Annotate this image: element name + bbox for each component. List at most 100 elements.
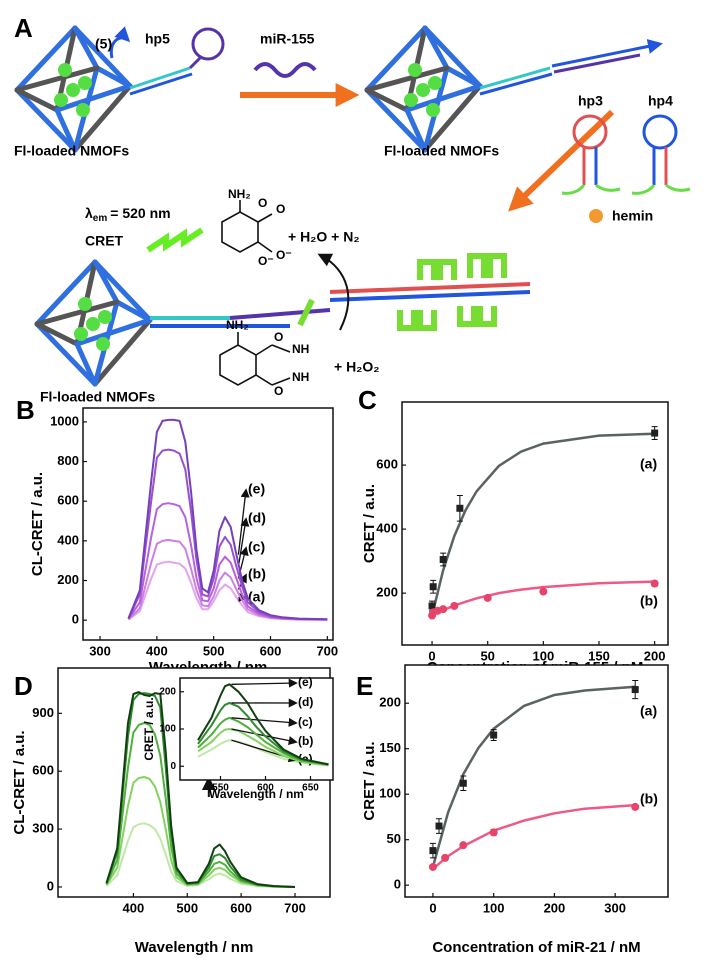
dna-hp5: [109, 26, 225, 96]
spectrum-line: [197, 701, 329, 766]
data-point: [429, 847, 437, 855]
target-strand: [253, 62, 317, 78]
x-tick-label: 150: [588, 648, 610, 663]
nmof-edge: [114, 299, 153, 323]
nmof-edge: [364, 87, 410, 113]
series-label: (b): [298, 734, 313, 748]
nmof-edge: [14, 87, 78, 153]
atom-label: NH: [292, 342, 309, 356]
x-tick-label: 100: [532, 648, 554, 663]
dye: [416, 83, 430, 97]
dye: [78, 76, 92, 90]
y-tick-label: 400: [376, 521, 398, 536]
x-tick-label: 600: [257, 783, 274, 794]
series-label: (a): [248, 589, 265, 605]
spectrum-line: [105, 776, 296, 888]
y-axis-title: CL-CRET / a.u.: [29, 472, 46, 576]
nmof-label: Fl-loaded NMOFs: [384, 143, 499, 159]
panel-label: E: [356, 671, 373, 701]
data-point: [439, 556, 447, 564]
data-point: [456, 504, 464, 512]
y-tick-label: 50: [387, 831, 401, 846]
data-point: [651, 429, 659, 437]
nmof-edge: [92, 259, 120, 305]
nmof-edge: [364, 87, 428, 153]
y-tick-label: 600: [376, 457, 398, 472]
chart: B30040050060070002004006008001000Wavelen…: [16, 395, 338, 676]
data-point: [441, 853, 450, 862]
data-point: [450, 601, 459, 610]
dye: [66, 83, 80, 97]
data-point: [429, 583, 437, 591]
hp4-label: hp4: [648, 93, 673, 109]
y-axis-title: CRET / a.u.: [361, 741, 378, 820]
nmof-edge: [54, 107, 78, 153]
series-label: (a): [640, 456, 657, 472]
series-label: (c): [298, 715, 313, 729]
x-tick-label: 550: [212, 783, 229, 794]
nmof-edge: [422, 25, 483, 89]
label-arrow: [237, 517, 250, 567]
dye: [58, 63, 72, 77]
x-tick-label: 500: [203, 643, 225, 658]
y-tick-label: 100: [379, 786, 401, 801]
hemin-icon: [589, 209, 603, 223]
label-arrow: [231, 678, 298, 688]
nmof-icons: [14, 25, 483, 387]
y-tick-label: 150: [379, 740, 401, 755]
x-axis-title: Wavelength / nm: [209, 787, 304, 801]
nmof-edge: [72, 25, 100, 71]
nmof-edge: [34, 299, 120, 327]
series-label: (b): [640, 791, 658, 807]
y-tick-label: 400: [57, 532, 79, 547]
panel-label: D: [14, 671, 33, 701]
y-tick-label: 200: [159, 686, 176, 697]
chart: 550 600 650 0 100 200 Wavelength / nm CRET / a.…: [142, 675, 334, 801]
y-tick-label: 900: [32, 705, 54, 720]
hairpins: [561, 114, 691, 195]
x-axis-title: Wavelength / nm: [135, 939, 254, 956]
plot-frame: [401, 401, 669, 646]
nmof-edge: [94, 65, 133, 89]
y-tick-label: 1000: [50, 413, 79, 428]
fit-curve: [430, 432, 655, 616]
spectrum-line: [127, 448, 328, 621]
data-point: [435, 822, 443, 830]
dye: [54, 93, 68, 107]
nmof-label: Fl-loaded NMOFs: [14, 143, 129, 159]
panel-label: C: [358, 385, 377, 415]
x-tick-label: 600: [260, 643, 282, 658]
oxidant-label: + H₂O₂: [334, 359, 380, 375]
y-tick-label: 200: [57, 572, 79, 587]
spectrum-line: [105, 692, 296, 888]
chart: E 0 100 200 300 0 50 100 150 200 Concentration of …: [356, 664, 669, 956]
step-arrow: [508, 109, 615, 212]
dye: [426, 103, 440, 117]
data-point: [650, 579, 659, 588]
series-label: (d): [248, 510, 266, 526]
nmof-edge: [54, 83, 133, 113]
chart: C050100150200200400600Concentration of m…: [358, 385, 669, 676]
data-point: [459, 779, 467, 787]
nmof-edge: [364, 65, 450, 93]
nmof-edge: [404, 107, 428, 153]
panel-label: B: [16, 395, 35, 425]
data-point: [489, 828, 498, 837]
panel-label: A: [14, 13, 33, 43]
nmof-icon: [14, 25, 133, 153]
nmof-edge: [422, 83, 483, 153]
dye: [96, 337, 110, 351]
y-tick-label: 0: [72, 612, 79, 627]
y-tick-label: 600: [57, 493, 79, 508]
x-tick-label: 0: [429, 900, 436, 915]
y-axis-title: CL-CRET / a.u.: [11, 730, 28, 834]
x-tick-label: 200: [644, 648, 666, 663]
x-tick-label: 700: [284, 900, 306, 915]
atom-label: O: [274, 384, 283, 398]
dye: [74, 327, 88, 341]
data-point: [539, 587, 548, 596]
nmof-icon: [364, 25, 483, 153]
charts: B30040050060070002004006008001000Wavelen…: [11, 385, 669, 956]
x-tick-label: 50: [480, 648, 494, 663]
atom-label: O: [276, 202, 285, 216]
